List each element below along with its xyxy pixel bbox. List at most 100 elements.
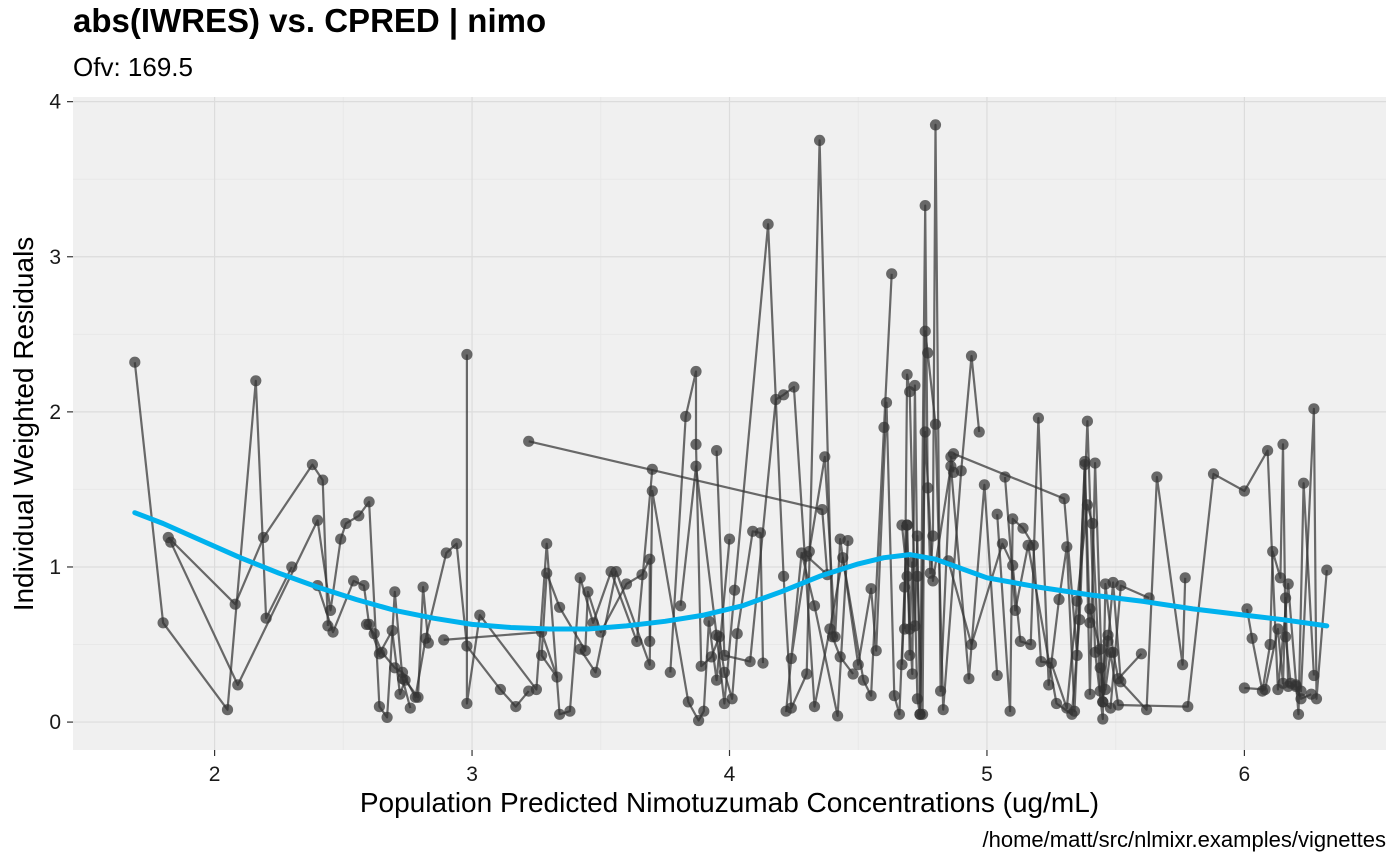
data-point xyxy=(358,580,370,592)
data-point xyxy=(574,572,586,584)
data-point xyxy=(1274,572,1286,584)
data-point xyxy=(250,375,262,387)
data-point xyxy=(409,691,421,703)
data-point xyxy=(257,531,270,544)
data-point xyxy=(286,561,298,573)
data-point xyxy=(1267,545,1279,558)
data-point xyxy=(1238,485,1250,497)
data-point xyxy=(1207,468,1220,480)
data-point xyxy=(935,685,947,697)
data-point xyxy=(636,569,648,581)
data-point xyxy=(1321,564,1333,576)
data-point xyxy=(1104,646,1117,658)
data-point xyxy=(1032,412,1044,424)
data-point xyxy=(693,714,705,727)
data-point xyxy=(1084,603,1096,615)
data-point xyxy=(991,669,1003,682)
data-point xyxy=(157,617,169,629)
data-point xyxy=(396,666,409,679)
data-point xyxy=(1112,699,1124,711)
data-point xyxy=(1025,638,1037,651)
data-point xyxy=(937,704,949,716)
data-point xyxy=(340,517,352,530)
data-point xyxy=(847,668,859,680)
data-point xyxy=(1022,539,1034,551)
data-point xyxy=(886,268,898,280)
data-point xyxy=(1241,603,1253,615)
data-point xyxy=(646,463,658,475)
data-point xyxy=(1135,648,1147,660)
data-point xyxy=(373,701,385,713)
data-point xyxy=(906,556,918,568)
data-point xyxy=(564,705,576,717)
data-point xyxy=(1007,559,1019,572)
data-point xyxy=(785,652,797,665)
data-point xyxy=(1179,572,1191,584)
data-point xyxy=(644,553,656,565)
chart-title: abs(IWRES) vs. CPRED | nimo xyxy=(73,2,547,39)
chart-subtitle: Ofv: 169.5 xyxy=(73,52,193,82)
data-point xyxy=(834,651,846,663)
data-point xyxy=(718,649,731,662)
smooth-line xyxy=(132,510,1330,632)
data-point xyxy=(922,482,934,494)
data-point xyxy=(536,649,548,662)
data-point xyxy=(1305,688,1317,700)
data-point xyxy=(785,702,797,714)
axes: 2 3 4 5 6 0 1 2 3 4 xyxy=(49,91,1250,786)
data-point xyxy=(461,640,473,652)
data-point xyxy=(1295,693,1307,705)
data-point xyxy=(978,479,991,491)
data-point xyxy=(901,519,913,531)
data-point xyxy=(801,668,813,680)
data-point xyxy=(1079,455,1091,468)
data-point xyxy=(165,536,177,548)
data-point xyxy=(1151,471,1163,483)
data-point xyxy=(541,567,553,579)
data-point xyxy=(1071,649,1083,662)
data-point xyxy=(834,533,846,545)
data-point xyxy=(675,600,687,612)
data-point xyxy=(360,618,373,631)
data-point xyxy=(1177,659,1189,671)
data-point xyxy=(376,646,388,658)
data-point xyxy=(906,668,918,680)
data-point xyxy=(788,381,800,393)
data-point xyxy=(554,708,566,720)
data-point xyxy=(664,666,676,679)
y-tick-label: 4 xyxy=(49,91,61,114)
data-point xyxy=(919,200,931,212)
x-tick-label: 5 xyxy=(981,763,993,786)
data-point xyxy=(1081,499,1093,511)
data-point xyxy=(911,530,924,542)
data-point xyxy=(729,584,741,596)
data-point xyxy=(1017,522,1029,534)
x-tick-label: 2 xyxy=(209,763,221,786)
data-point xyxy=(1292,708,1305,720)
data-point xyxy=(620,578,633,590)
data-point xyxy=(814,134,826,146)
data-point xyxy=(541,538,553,550)
data-point xyxy=(1094,643,1106,655)
data-point xyxy=(1097,696,1109,708)
data-point xyxy=(698,705,710,717)
data-point xyxy=(353,510,365,522)
smooth-trend xyxy=(132,510,1330,632)
data-point xyxy=(324,604,337,617)
data-point xyxy=(1282,578,1294,590)
data-point xyxy=(1280,631,1292,643)
data-point xyxy=(1097,713,1109,725)
data-point xyxy=(644,635,656,648)
data-point xyxy=(348,575,360,587)
data-point xyxy=(394,688,406,700)
data-point xyxy=(929,119,942,131)
data-point xyxy=(551,671,563,683)
data-point xyxy=(919,426,931,438)
data-point xyxy=(927,575,939,587)
data-point xyxy=(363,496,375,508)
data-point xyxy=(260,612,272,624)
data-point xyxy=(965,350,978,362)
x-tick-label: 3 xyxy=(466,763,478,786)
data-point xyxy=(368,628,380,640)
